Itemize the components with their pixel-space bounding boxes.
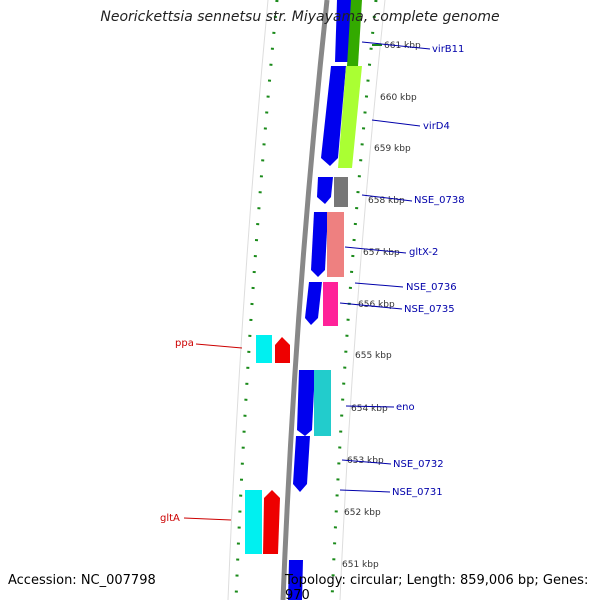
scale-label-651: 651 kbp xyxy=(342,560,379,570)
scale-label-658: 658 kbp xyxy=(368,196,405,206)
right-gene-labels: virB11 virD4 NSE_0738 gltX-2 NSE_0736 NS… xyxy=(339,41,465,498)
cds-block-7 xyxy=(293,436,310,492)
gltX-2-block xyxy=(327,212,344,277)
NSE_0738-block xyxy=(334,177,348,207)
outer-ring-right xyxy=(339,0,386,600)
leader-NSE_0735 xyxy=(339,302,403,310)
gene-label-NSE_0736: NSE_0736 xyxy=(406,282,457,293)
cds-block-8 xyxy=(288,560,303,600)
left-gene-labels: ppa gltA xyxy=(160,338,243,524)
accession-label: Accession: NC_007798 xyxy=(8,573,156,588)
leader-NSE_0731 xyxy=(339,489,391,493)
gene-label-NSE_0735: NSE_0735 xyxy=(404,304,455,315)
leader-virB11 xyxy=(361,41,431,50)
gene-label-virB11: virB11 xyxy=(432,44,464,55)
gene-label-virD4: virD4 xyxy=(423,121,450,132)
scale-ticks: 661 kbp 660 kbp 659 kbp 658 kbp 657 kbp … xyxy=(342,41,421,570)
gene-label-NSE_0732: NSE_0732 xyxy=(393,459,444,470)
ppa-red-arrow xyxy=(275,337,290,363)
virD4-block xyxy=(338,66,362,168)
leader-ppa xyxy=(195,343,243,349)
scale-label-656: 656 kbp xyxy=(358,300,395,310)
leader-gltA xyxy=(183,517,232,521)
scale-label-660: 660 kbp xyxy=(380,93,417,103)
NSE_0735-block xyxy=(323,282,338,326)
leader-NSE_0732 xyxy=(341,459,392,465)
leader-NSE_0736 xyxy=(354,282,404,288)
scale-label-653: 653 kbp xyxy=(347,456,384,466)
topology-label: Topology: circular; Length: 859,006 bp; … xyxy=(285,573,589,603)
leader-virD4 xyxy=(371,119,421,127)
virB11-block xyxy=(347,0,362,66)
gene-label-NSE_0731: NSE_0731 xyxy=(392,487,443,498)
map-title: Neorickettsia sennetsu str. Miyayama, co… xyxy=(100,9,500,25)
cds-block-6 xyxy=(297,370,315,436)
gene-label-NSE_0738: NSE_0738 xyxy=(414,195,465,206)
gene-label-gltA: gltA xyxy=(160,513,180,524)
cds-block-5 xyxy=(305,282,322,325)
gltA-cyan-block xyxy=(245,490,262,554)
eno-block xyxy=(314,370,331,436)
ppa-cyan-block xyxy=(256,335,272,363)
gene-label-ppa: ppa xyxy=(175,338,194,349)
leader-gltX-2 xyxy=(344,246,407,254)
cds-block-1 xyxy=(335,0,352,62)
scale-label-659: 659 kbp xyxy=(374,144,411,154)
leader-NSE_0738 xyxy=(361,194,413,202)
scale-label-657: 657 kbp xyxy=(363,248,400,258)
leader-eno xyxy=(345,405,395,408)
gene-label-gltX-2: gltX-2 xyxy=(409,247,438,258)
scale-label-654: 654 kbp xyxy=(351,404,388,414)
outer-ring-left xyxy=(227,0,269,600)
genome-backbone xyxy=(280,0,330,600)
gene-label-eno: eno xyxy=(396,402,415,413)
cds-block-3 xyxy=(317,177,333,204)
cds-block-4 xyxy=(311,212,328,277)
scale-label-652: 652 kbp xyxy=(344,508,381,518)
scale-label-655: 655 kbp xyxy=(355,351,392,361)
cds-block-2 xyxy=(321,66,346,166)
gltA-red-arrow xyxy=(263,490,280,554)
